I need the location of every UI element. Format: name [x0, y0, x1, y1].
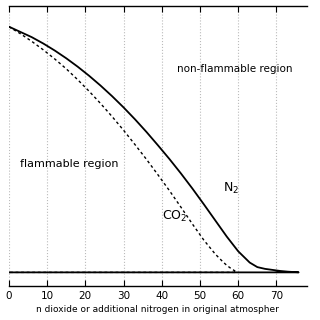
X-axis label: n dioxide or additional nitrogen in original atmospher: n dioxide or additional nitrogen in orig…: [36, 306, 279, 315]
Text: non-flammable region: non-flammable region: [177, 64, 292, 74]
Text: flammable region: flammable region: [20, 158, 119, 169]
Text: N$_2$: N$_2$: [223, 180, 239, 196]
Text: CO$_2$: CO$_2$: [162, 209, 187, 224]
